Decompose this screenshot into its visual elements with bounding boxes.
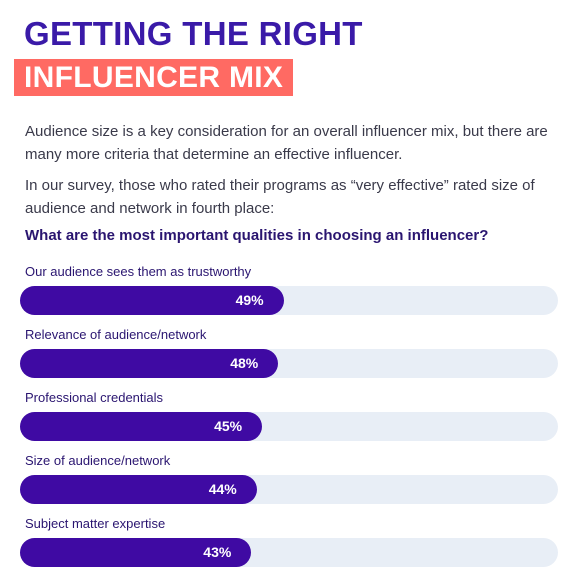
bar-category-label: Professional credentials xyxy=(25,390,164,405)
bar-track: 43% xyxy=(20,538,558,567)
bar-track: 49% xyxy=(20,286,558,315)
bar-fill: 44% xyxy=(20,475,257,504)
bar-fill: 43% xyxy=(20,538,252,567)
bar-value-label: 43% xyxy=(203,544,232,560)
bar-value-label: 48% xyxy=(230,355,259,371)
bar-fill: 48% xyxy=(20,349,279,378)
bar-track: 45% xyxy=(20,412,558,441)
intro-paragraph: Audience size is a key consideration for… xyxy=(25,123,548,163)
bar-category-label: Relevance of audience/network xyxy=(25,327,207,342)
page-title: GETTING THE RIGHT xyxy=(24,15,363,52)
bar-value-label: 49% xyxy=(235,292,264,308)
bar-category-label: Size of audience/network xyxy=(25,453,171,468)
bar-category-label: Subject matter expertise xyxy=(25,516,166,531)
page-title-highlight: INFLUENCER MIX xyxy=(14,59,294,96)
bar-fill: 49% xyxy=(20,286,284,315)
bar-track: 44% xyxy=(20,475,558,504)
bar-category-label: Our audience sees them as trustworthy xyxy=(25,264,252,279)
bar-value-label: 44% xyxy=(208,481,237,497)
bar-fill: 45% xyxy=(20,412,263,441)
bar-value-label: 45% xyxy=(214,418,243,434)
survey-paragraph: In our survey, those who rated their pro… xyxy=(25,177,535,217)
chart-question: What are the most important qualities in… xyxy=(25,227,489,244)
bar-track: 48% xyxy=(20,349,558,378)
